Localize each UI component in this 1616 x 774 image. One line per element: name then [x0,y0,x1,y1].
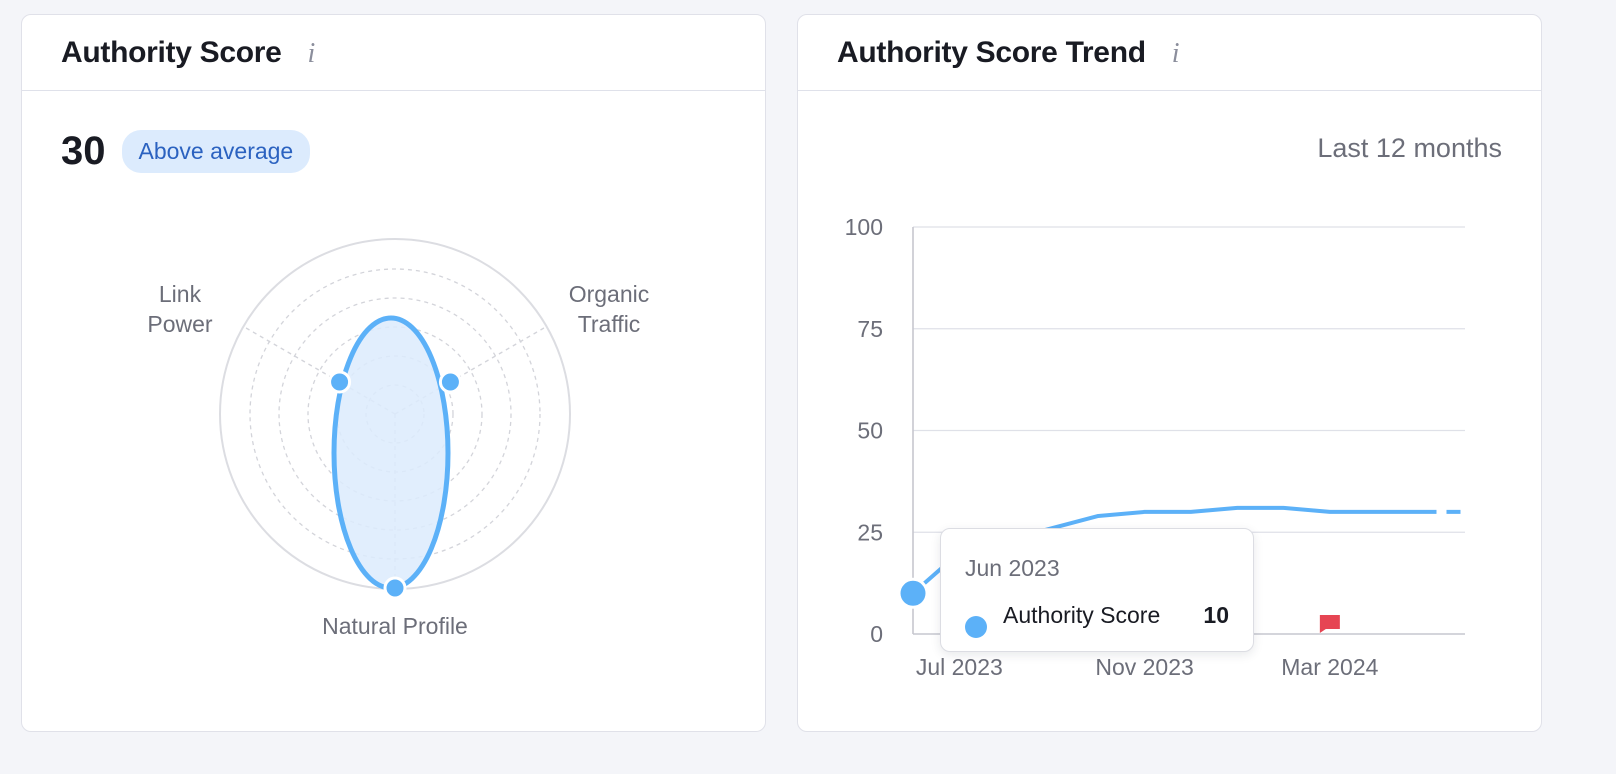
radar-axis [243,325,396,415]
x-tick-label: Jul 2023 [916,654,1003,680]
series-point [1327,509,1333,515]
y-tick-label: 100 [845,214,883,240]
radar-area [331,315,451,591]
radar-point [328,370,352,394]
card-title: Authority Score Trend [837,35,1146,69]
highlighted-point [897,577,929,609]
radar-chart: Link Power Organic Traffic Natural Profile [147,238,650,639]
score-row: 30 Above average [61,129,311,174]
radar-axis-label: Organic Traffic [569,281,650,337]
chart-tooltip: Jun 2023 Authority Score 10 [940,528,1254,652]
tooltip-value: 10 [1203,602,1229,628]
radar-axis-label-line: Organic [569,281,650,307]
card-title: Authority Score [61,35,282,69]
tooltip-date: Jun 2023 [965,555,1060,581]
series-point [1234,505,1240,511]
card-header: Authority Score Trend i [798,15,1541,91]
series-point [1281,505,1287,511]
radar-point [383,576,407,600]
info-icon[interactable]: i [307,37,316,69]
authority-score-card: Authority Score i 30 Above average Link P… [21,14,766,732]
radar-point [438,370,462,394]
series-point [1419,509,1425,515]
card-header: Authority Score i [22,15,765,91]
radar-axis-label-line: Natural Profile [322,613,468,639]
radar-axis-label-line: Power [147,311,213,337]
y-tick-label: 75 [857,316,883,342]
radar-axis-label: Link Power [147,281,213,337]
authority-score-trend-card: Authority Score Trend i Last 12 months 0… [797,14,1542,732]
series-dot-icon [965,616,987,638]
y-tick-label: 25 [857,519,883,545]
x-tick-label: Nov 2023 [1095,654,1193,680]
radar-axis [394,325,547,415]
event-flag-shape [1319,615,1340,633]
radar-axis-label-line: Traffic [578,311,641,337]
series-point [1142,509,1148,515]
y-tick-label: 0 [870,621,883,647]
series-point [1188,509,1194,515]
radar-axis-label: Natural Profile [322,613,468,639]
period-label: Last 12 months [1317,133,1502,163]
x-tick-label: Mar 2024 [1281,654,1378,680]
radar-axis-label-line: Link [159,281,202,307]
radar-grid-ring [278,297,512,531]
authority-score-value: 30 [61,129,106,173]
score-status-badge: Above average [121,130,311,173]
tooltip-series-name: Authority Score [1003,602,1161,628]
y-tick-label: 50 [857,418,883,444]
event-flag-icon [1319,615,1340,633]
info-icon[interactable]: i [1171,37,1180,69]
series-point [1095,513,1101,519]
series-point [1373,509,1379,515]
